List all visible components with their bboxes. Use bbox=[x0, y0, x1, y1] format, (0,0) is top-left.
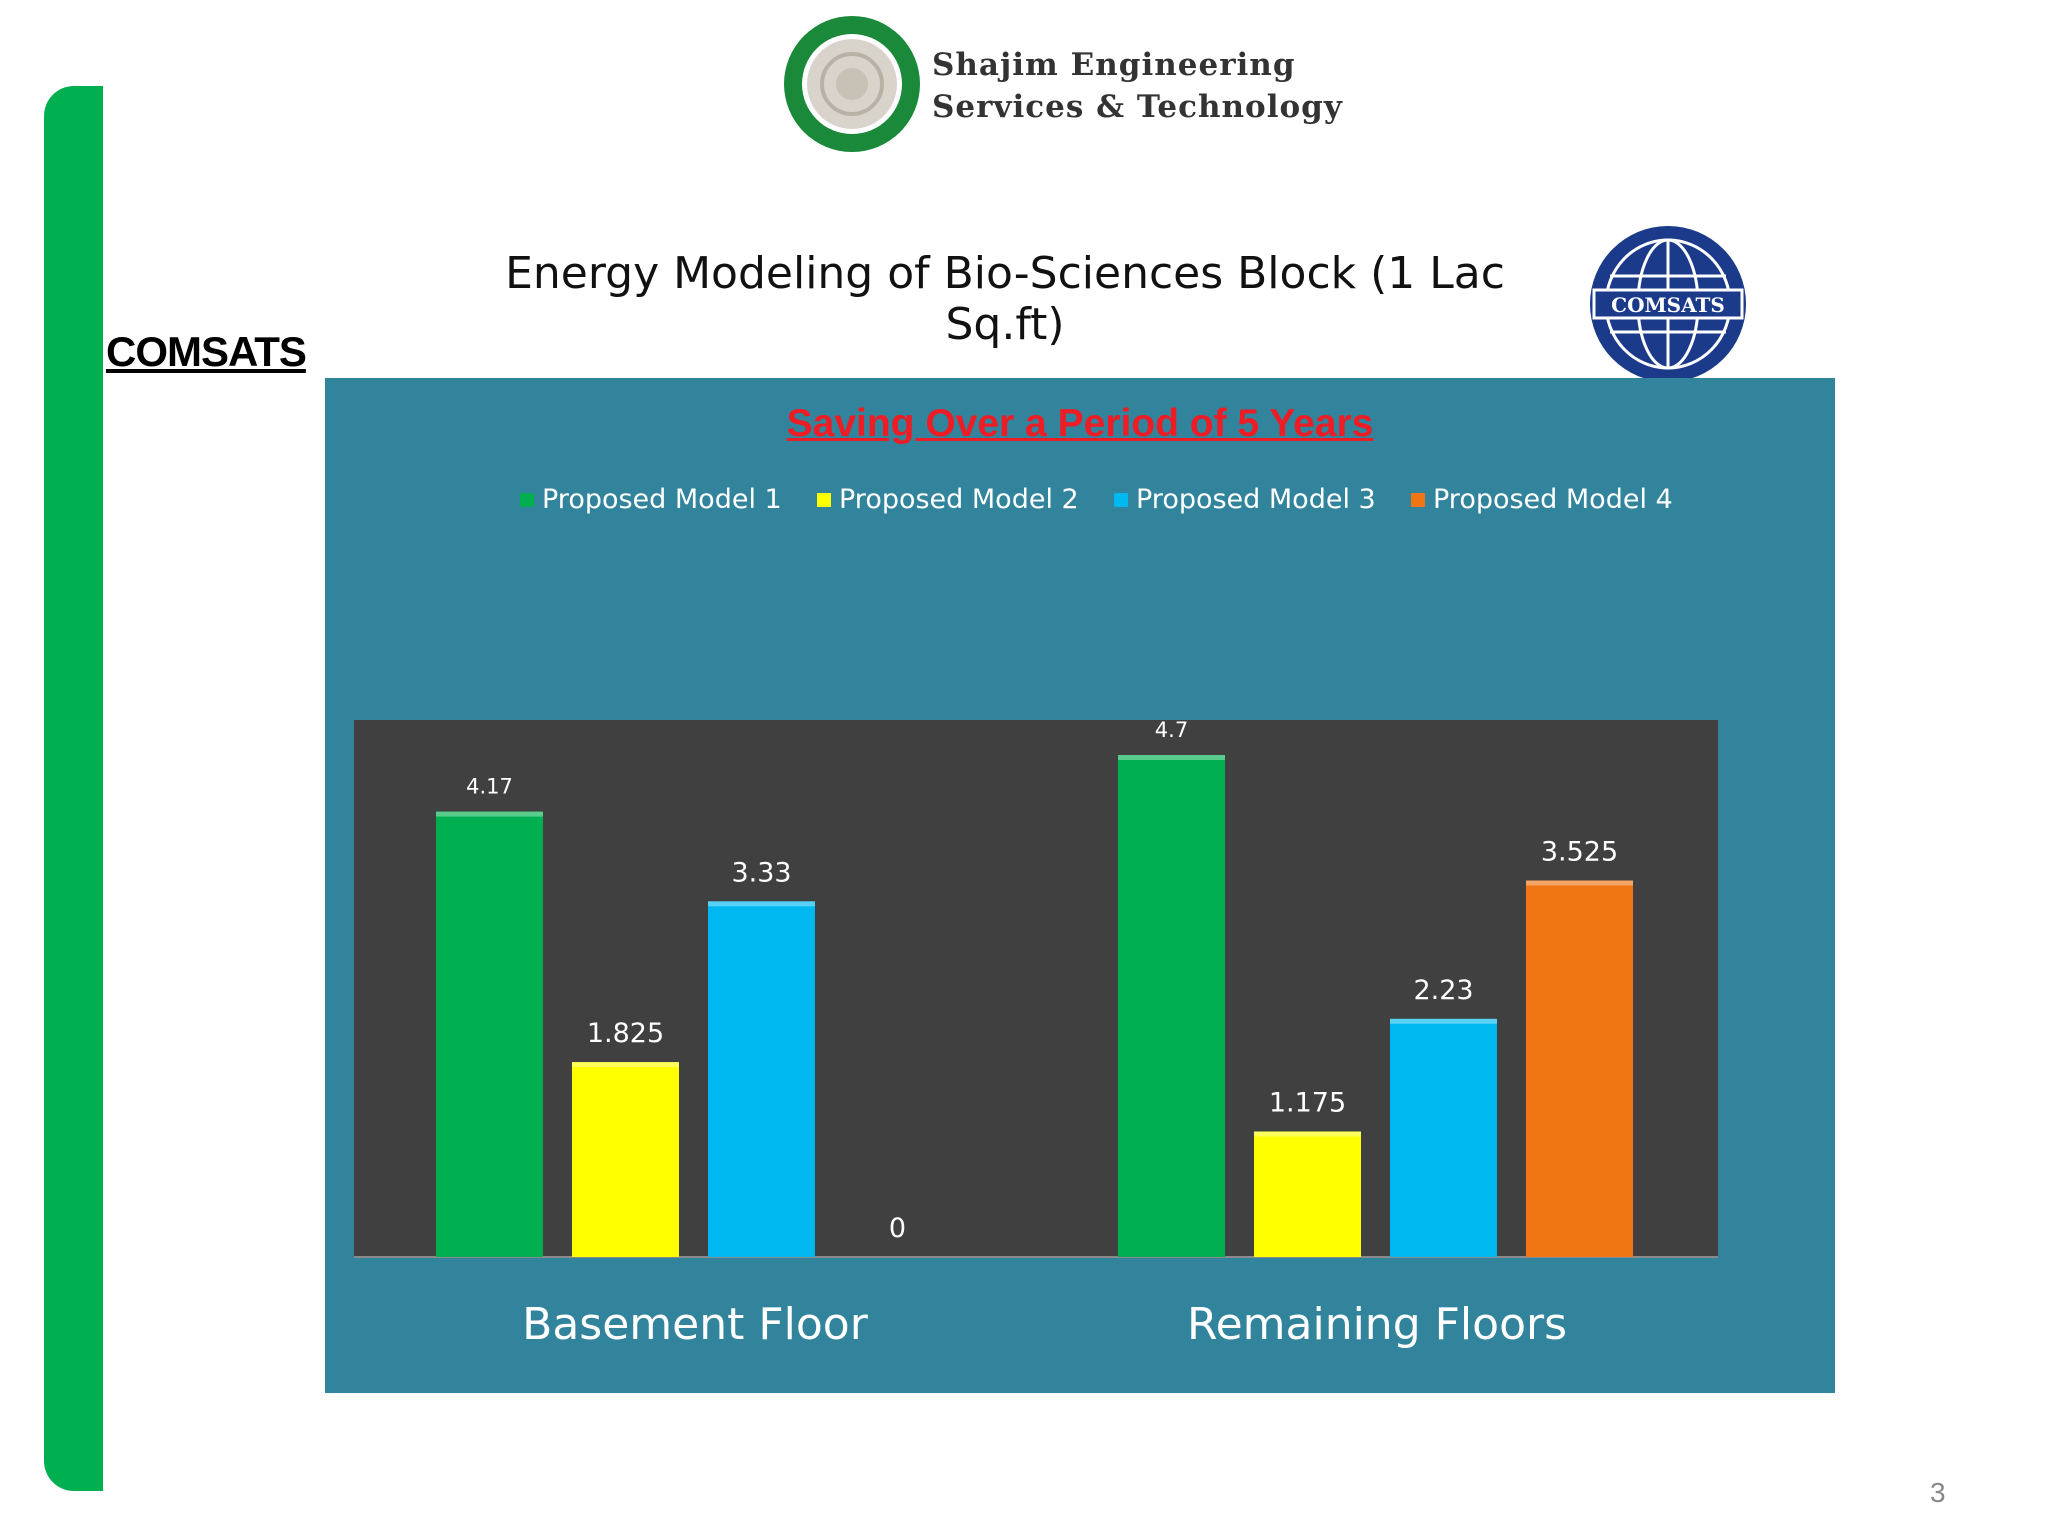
legend-item-model-1: Proposed Model 1 bbox=[520, 484, 782, 515]
slide-title: Energy Modeling of Bio-Sciences Block (1… bbox=[505, 248, 1505, 350]
page-number: 3 bbox=[1930, 1477, 1946, 1508]
data-label: 1.825 bbox=[587, 1018, 664, 1049]
category-tick-label: Remaining Floors bbox=[1187, 1299, 1567, 1350]
category-tick-label: Basement Floor bbox=[522, 1299, 869, 1350]
data-label: 0 bbox=[889, 1213, 906, 1244]
comsats-logo-text: COMSATS bbox=[1611, 293, 1725, 317]
plot-area bbox=[354, 720, 1718, 1257]
chart-title: Saving Over a Period of 5 Years bbox=[786, 402, 1374, 445]
bar-remaining-model-1 bbox=[1118, 755, 1225, 1257]
chart-panel: Saving Over a Period of 5 Years Proposed… bbox=[325, 378, 1835, 1393]
comsats-globe-logo: COMSATS bbox=[1590, 226, 1746, 382]
bar-chart: 4.17 1.825 3.33 0 Basement Floor 4.7 1.175 2.23… bbox=[354, 718, 1718, 1350]
data-label: 2.23 bbox=[1413, 975, 1473, 1006]
legend-item-model-2: Proposed Model 2 bbox=[817, 484, 1079, 515]
bar-remaining-model-4 bbox=[1526, 880, 1633, 1257]
shajim-seal-icon bbox=[784, 16, 920, 152]
bar-highlight bbox=[1254, 1131, 1361, 1137]
bar-highlight bbox=[1526, 880, 1633, 886]
bar-highlight bbox=[708, 901, 815, 907]
bar-remaining-model-2 bbox=[1254, 1131, 1361, 1257]
bar-basement-model-1 bbox=[436, 811, 543, 1257]
data-label: 1.175 bbox=[1269, 1088, 1346, 1119]
legend-item-model-4: Proposed Model 4 bbox=[1411, 484, 1673, 515]
bar-highlight bbox=[436, 811, 543, 817]
bar-remaining-model-3 bbox=[1390, 1018, 1497, 1257]
bar-highlight bbox=[572, 1062, 679, 1068]
bar-highlight bbox=[1390, 1018, 1497, 1024]
brand-line-2: Services & Technology bbox=[932, 89, 1343, 125]
chart-legend: Proposed Model 1 Proposed Model 2 Proposed… bbox=[520, 484, 1720, 520]
legend-swatch bbox=[1114, 492, 1128, 507]
comsats-label: COMSATS bbox=[106, 328, 307, 375]
legend-label: Proposed Model 3 bbox=[1136, 484, 1376, 515]
brand-name: Shajim Engineering Services & Technology bbox=[932, 44, 1343, 128]
shajim-logo: Shajim Engineering Services & Technology bbox=[782, 14, 1342, 164]
legend-swatch bbox=[1411, 492, 1425, 507]
bar-basement-model-3 bbox=[708, 901, 815, 1257]
legend-label: Proposed Model 2 bbox=[839, 484, 1079, 515]
brand-line-1: Shajim Engineering bbox=[932, 47, 1296, 83]
bar-highlight bbox=[1118, 755, 1225, 760]
legend-label: Proposed Model 1 bbox=[542, 484, 782, 515]
legend-swatch bbox=[817, 492, 831, 507]
legend-item-model-3: Proposed Model 3 bbox=[1114, 484, 1376, 515]
bar-basement-model-2 bbox=[572, 1062, 679, 1257]
accent-side-bar bbox=[44, 86, 103, 1491]
data-label: 4.17 bbox=[466, 775, 513, 799]
data-label: 3.525 bbox=[1541, 837, 1618, 868]
legend-swatch bbox=[520, 492, 534, 507]
data-label: 3.33 bbox=[731, 857, 791, 888]
legend-label: Proposed Model 4 bbox=[1433, 484, 1673, 515]
data-label: 4.7 bbox=[1155, 718, 1188, 742]
